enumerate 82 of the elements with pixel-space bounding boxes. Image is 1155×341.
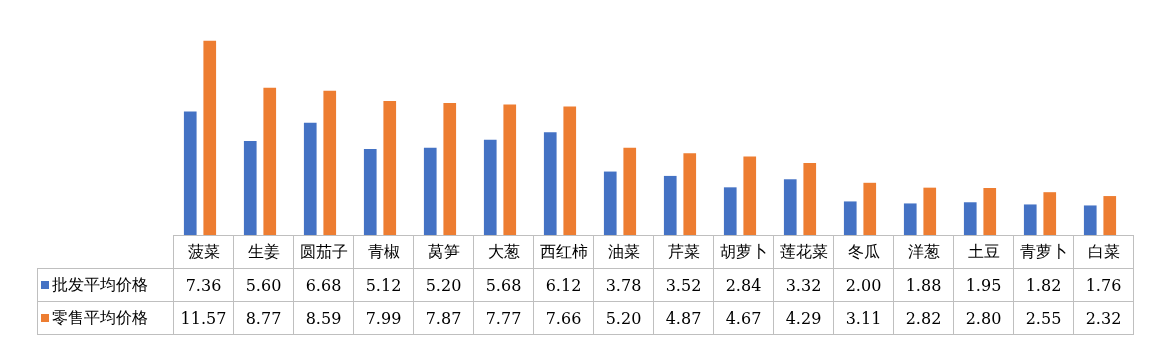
- data-label: 2.84: [713, 268, 774, 302]
- data-label: 7.99: [353, 301, 414, 335]
- data-label: 1.95: [953, 268, 1014, 302]
- data-label: 2.80: [953, 301, 1014, 335]
- legend-label: 零售平均价格: [37, 301, 174, 335]
- bar: [743, 156, 757, 235]
- data-label: 4.29: [773, 301, 834, 335]
- data-label: 4.87: [653, 301, 714, 335]
- data-label: 11.57: [173, 301, 234, 335]
- data-label: 2.32: [1073, 301, 1134, 335]
- data-label: 7.77: [473, 301, 534, 335]
- bar: [363, 149, 377, 235]
- bar: [963, 202, 977, 235]
- data-label: 5.20: [593, 301, 654, 335]
- x-tick-label: 洋葱: [893, 235, 954, 269]
- data-label: 7.87: [413, 301, 474, 335]
- data-label: 5.20: [413, 268, 474, 302]
- bar: [263, 87, 277, 235]
- bar: [183, 111, 197, 235]
- bar: [683, 153, 697, 235]
- data-label: 8.59: [293, 301, 354, 335]
- data-label: 8.77: [233, 301, 294, 335]
- data-label: 5.60: [233, 268, 294, 302]
- x-tick-label: 西红柿: [533, 235, 594, 269]
- x-tick-label: 莲花菜: [773, 235, 834, 269]
- x-tick-label: 芹菜: [653, 235, 714, 269]
- x-tick-label: 莴笋: [413, 235, 474, 269]
- data-label: 1.88: [893, 268, 954, 302]
- data-label: 2.55: [1013, 301, 1074, 335]
- x-tick-label: 白菜: [1073, 235, 1134, 269]
- x-tick-label: 青椒: [353, 235, 414, 269]
- bar: [543, 132, 557, 235]
- data-label: 1.82: [1013, 268, 1074, 302]
- bar: [483, 139, 497, 235]
- data-label: 2.00: [833, 268, 894, 302]
- legend-label: 批发平均价格: [37, 268, 174, 302]
- bar: [1023, 204, 1037, 235]
- x-tick-label: 土豆: [953, 235, 1014, 269]
- bar: [1043, 192, 1057, 235]
- bar: [323, 90, 337, 235]
- bar: [623, 147, 637, 235]
- bar: [563, 106, 577, 235]
- bar: [1083, 205, 1097, 235]
- x-tick-label: 青萝卜: [1013, 235, 1074, 269]
- bar: [443, 102, 457, 235]
- data-label: 5.68: [473, 268, 534, 302]
- bar: [383, 100, 397, 235]
- data-label: 1.76: [1073, 268, 1134, 302]
- x-tick-label: 胡萝卜: [713, 235, 774, 269]
- bar: [303, 122, 317, 235]
- bar: [923, 187, 937, 235]
- data-label: 6.12: [533, 268, 594, 302]
- data-label: 6.68: [293, 268, 354, 302]
- bar: [423, 147, 437, 235]
- bar: [663, 175, 677, 235]
- data-label: 2.82: [893, 301, 954, 335]
- bar: [803, 162, 817, 235]
- data-label: 5.12: [353, 268, 414, 302]
- x-tick-label: 大葱: [473, 235, 534, 269]
- bar: [903, 203, 917, 235]
- bar: [203, 40, 217, 235]
- bar: [783, 179, 797, 235]
- bar: [603, 171, 617, 235]
- x-tick-label: 圆茄子: [293, 235, 354, 269]
- bar: [843, 201, 857, 235]
- x-tick-label: 菠菜: [173, 235, 234, 269]
- data-label: 7.36: [173, 268, 234, 302]
- x-tick-label: 冬瓜: [833, 235, 894, 269]
- bar: [243, 141, 257, 235]
- bar: [863, 182, 877, 235]
- bar: [503, 104, 517, 235]
- x-tick-label: 油菜: [593, 235, 654, 269]
- bar: [1103, 196, 1117, 235]
- bar: [723, 187, 737, 235]
- x-tick-label: 生姜: [233, 235, 294, 269]
- data-label: 4.67: [713, 301, 774, 335]
- data-label: 7.66: [533, 301, 594, 335]
- data-label: 3.11: [833, 301, 894, 335]
- data-label: 3.52: [653, 268, 714, 302]
- data-label: 3.32: [773, 268, 834, 302]
- bar: [983, 188, 997, 235]
- data-label: 3.78: [593, 268, 654, 302]
